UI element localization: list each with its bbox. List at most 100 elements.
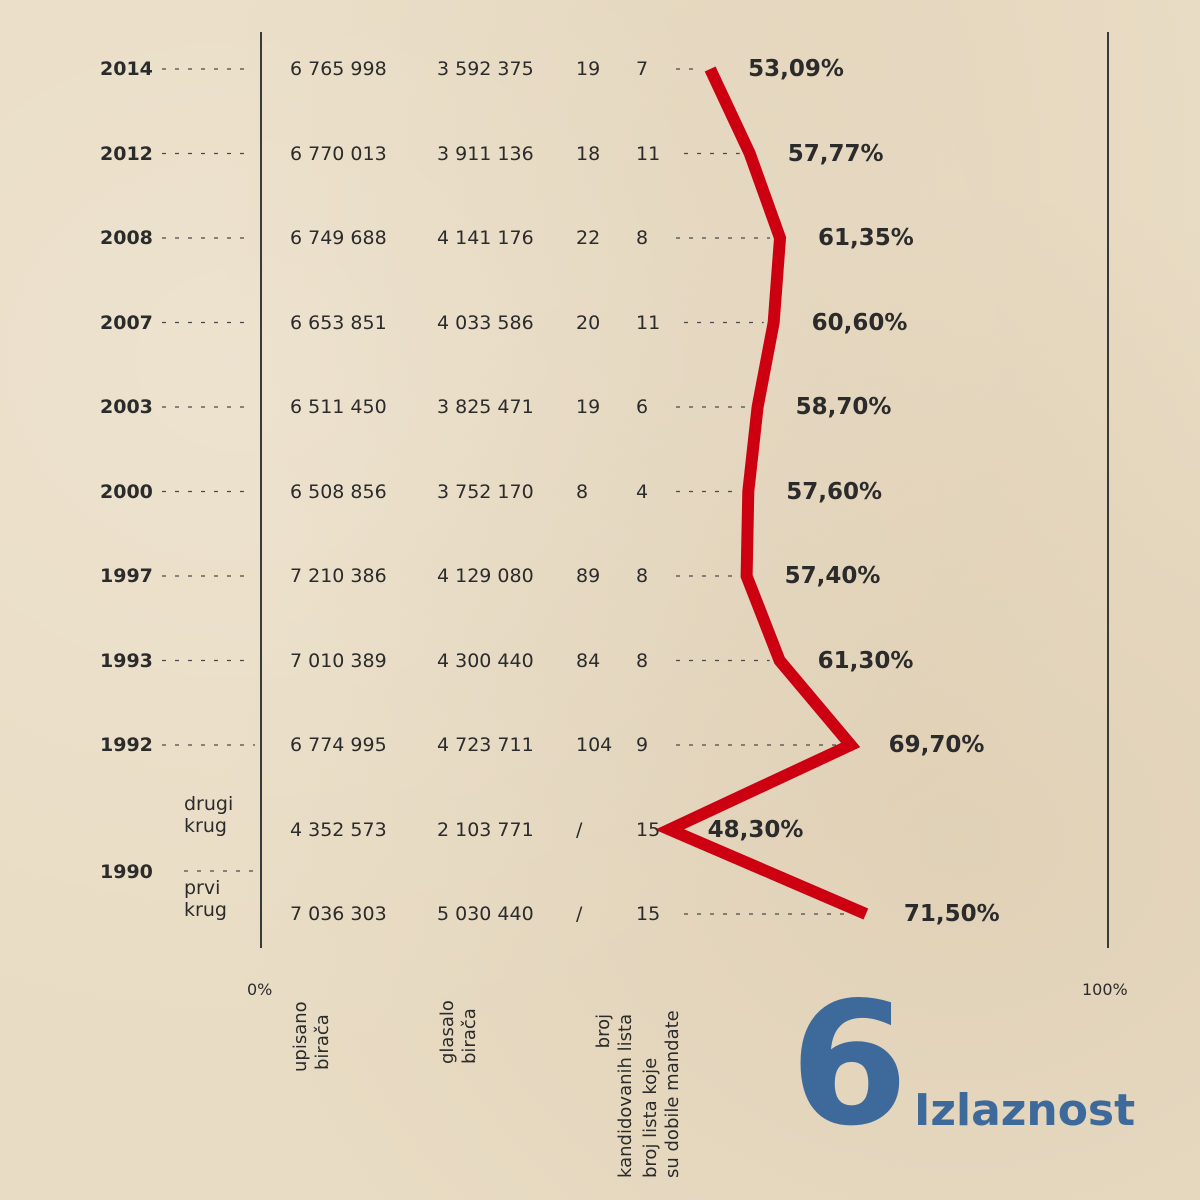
row-year: 1997 — [100, 565, 153, 587]
cell-registered: 7 036 303 — [290, 903, 387, 925]
cell-voted: 4 129 080 — [437, 565, 534, 587]
header-lists-line1: broj — [593, 1013, 614, 1049]
cell-lists: 19 — [576, 58, 601, 80]
table-row: 1992 6 774 995 4 723 711 104 9 69,70% — [0, 730, 1200, 760]
cell-voted: 4 723 711 — [437, 734, 534, 756]
section-number: 6 — [790, 966, 908, 1164]
turnout-label: 69,70% — [888, 732, 985, 758]
table-row: 2003 6 511 450 3 825 471 19 6 58,70% — [0, 392, 1200, 422]
table-row: drugi krug 4 352 573 2 103 771 / 15 48,30% — [0, 793, 1200, 845]
table-row: 2008 6 749 688 4 141 176 22 8 61,35% — [0, 223, 1200, 253]
header-lists: broj kandidovanih lista — [593, 1014, 637, 1178]
round-label-line: krug — [184, 899, 227, 921]
table-row: 2007 6 653 851 4 033 586 20 11 60,60% — [0, 308, 1200, 338]
cell-lists: 22 — [576, 227, 601, 249]
cell-mandates: 11 — [636, 311, 661, 334]
header-registered-line2: birača — [312, 1014, 333, 1070]
cell-mandates: 15 — [636, 903, 661, 925]
round-label-line: prvi — [184, 877, 221, 899]
cell-lists: / — [576, 818, 583, 841]
round-label-line: drugi — [184, 792, 234, 815]
row-year: 2003 — [100, 396, 153, 418]
cell-voted: 3 752 170 — [437, 480, 534, 503]
axis-line-right — [1107, 32, 1109, 948]
axis-line-left — [260, 32, 262, 948]
table-row: 2000 6 508 856 3 752 170 8 4 57,60% — [0, 477, 1200, 507]
axis-max-label: 100% — [1082, 980, 1128, 999]
cell-voted: 2 103 771 — [437, 818, 534, 841]
cell-registered: 6 511 450 — [290, 396, 387, 418]
row-year: 1992 — [100, 734, 153, 756]
table-row: 2014 6 765 998 3 592 375 19 7 53,09% — [0, 54, 1200, 84]
header-voted-line1: glasalo — [437, 1000, 458, 1064]
cell-lists: 89 — [576, 565, 601, 587]
cell-registered: 4 352 573 — [290, 818, 387, 841]
turnout-label: 53,09% — [748, 56, 844, 82]
turnout-label: 57,40% — [784, 563, 881, 589]
cell-mandates: 15 — [636, 818, 661, 841]
cell-voted: 4 033 586 — [437, 311, 534, 334]
cell-mandates: 8 — [636, 227, 649, 249]
header-lists-line2: kandidovanih lista — [615, 1013, 636, 1178]
header-mandates: broj lista koje su dobile mandate — [640, 1010, 684, 1178]
table-row: 1993 7 010 389 4 300 440 84 8 61,30% — [0, 646, 1200, 676]
cell-voted: 4 300 440 — [437, 649, 534, 672]
turnout-label: 61,30% — [817, 647, 914, 674]
round-label-line: krug — [184, 814, 227, 837]
row-year: 2000 — [100, 480, 153, 503]
table-row: 2012 6 770 013 3 911 136 18 11 57,77% — [0, 139, 1200, 169]
cell-lists: / — [576, 903, 583, 925]
cell-voted: 3 592 375 — [437, 58, 534, 80]
row-year: 2014 — [100, 58, 153, 80]
row-year: 1993 — [100, 649, 153, 672]
cell-registered: 6 653 851 — [290, 311, 387, 334]
table-row: prvi krug 7 036 303 5 030 440 / 15 71,50% — [0, 877, 1200, 929]
turnout-label: 71,50% — [903, 901, 1000, 927]
row-round-label: prvi krug — [184, 877, 227, 921]
turnout-label: 60,60% — [811, 309, 908, 336]
cell-mandates: 11 — [636, 142, 661, 165]
cell-lists: 84 — [576, 649, 601, 672]
turnout-label: 57,77% — [787, 140, 884, 167]
table-row: 1997 7 210 386 4 129 080 89 8 57,40% — [0, 561, 1200, 591]
cell-registered: 6 770 013 — [290, 142, 387, 165]
cell-mandates: 8 — [636, 649, 649, 672]
cell-lists: 20 — [576, 311, 601, 334]
cell-registered: 6 765 998 — [290, 58, 387, 80]
cell-lists: 104 — [576, 734, 613, 756]
cell-voted: 5 030 440 — [437, 903, 534, 925]
cell-lists: 8 — [576, 480, 589, 503]
cell-registered: 6 774 995 — [290, 734, 387, 756]
row-year: 2012 — [100, 142, 153, 165]
cell-mandates: 8 — [636, 565, 649, 587]
header-voted-line2: birača — [459, 1008, 480, 1064]
cell-voted: 3 825 471 — [437, 396, 534, 418]
cell-mandates: 7 — [636, 58, 649, 80]
row-year: 2007 — [100, 311, 153, 334]
cell-lists: 18 — [576, 142, 601, 165]
header-mandates-line1: broj lista koje — [640, 1057, 661, 1178]
cell-mandates: 4 — [636, 480, 649, 503]
cell-mandates: 6 — [636, 396, 649, 418]
header-mandates-line2: su dobile mandate — [662, 1010, 683, 1178]
row-year: 2008 — [100, 227, 153, 249]
cell-voted: 4 141 176 — [437, 227, 534, 249]
cell-registered: 7 010 389 — [290, 649, 387, 672]
cell-registered: 7 210 386 — [290, 565, 387, 587]
cell-registered: 6 749 688 — [290, 227, 387, 249]
turnout-label: 57,60% — [786, 478, 883, 505]
cell-voted: 3 911 136 — [437, 142, 534, 165]
cell-registered: 6 508 856 — [290, 480, 387, 503]
turnout-label: 48,30% — [707, 816, 804, 843]
header-registered: upisano birača — [290, 1001, 334, 1072]
axis-min-label: 0% — [247, 980, 273, 999]
turnout-label: 58,70% — [795, 394, 892, 420]
cell-mandates: 9 — [636, 734, 649, 756]
group-year-1990: 1990 — [100, 861, 153, 883]
turnout-label: 61,35% — [818, 225, 914, 251]
chart-title: Izlaznost — [914, 1085, 1136, 1136]
header-registered-line1: upisano — [290, 1001, 311, 1072]
cell-lists: 19 — [576, 396, 601, 418]
